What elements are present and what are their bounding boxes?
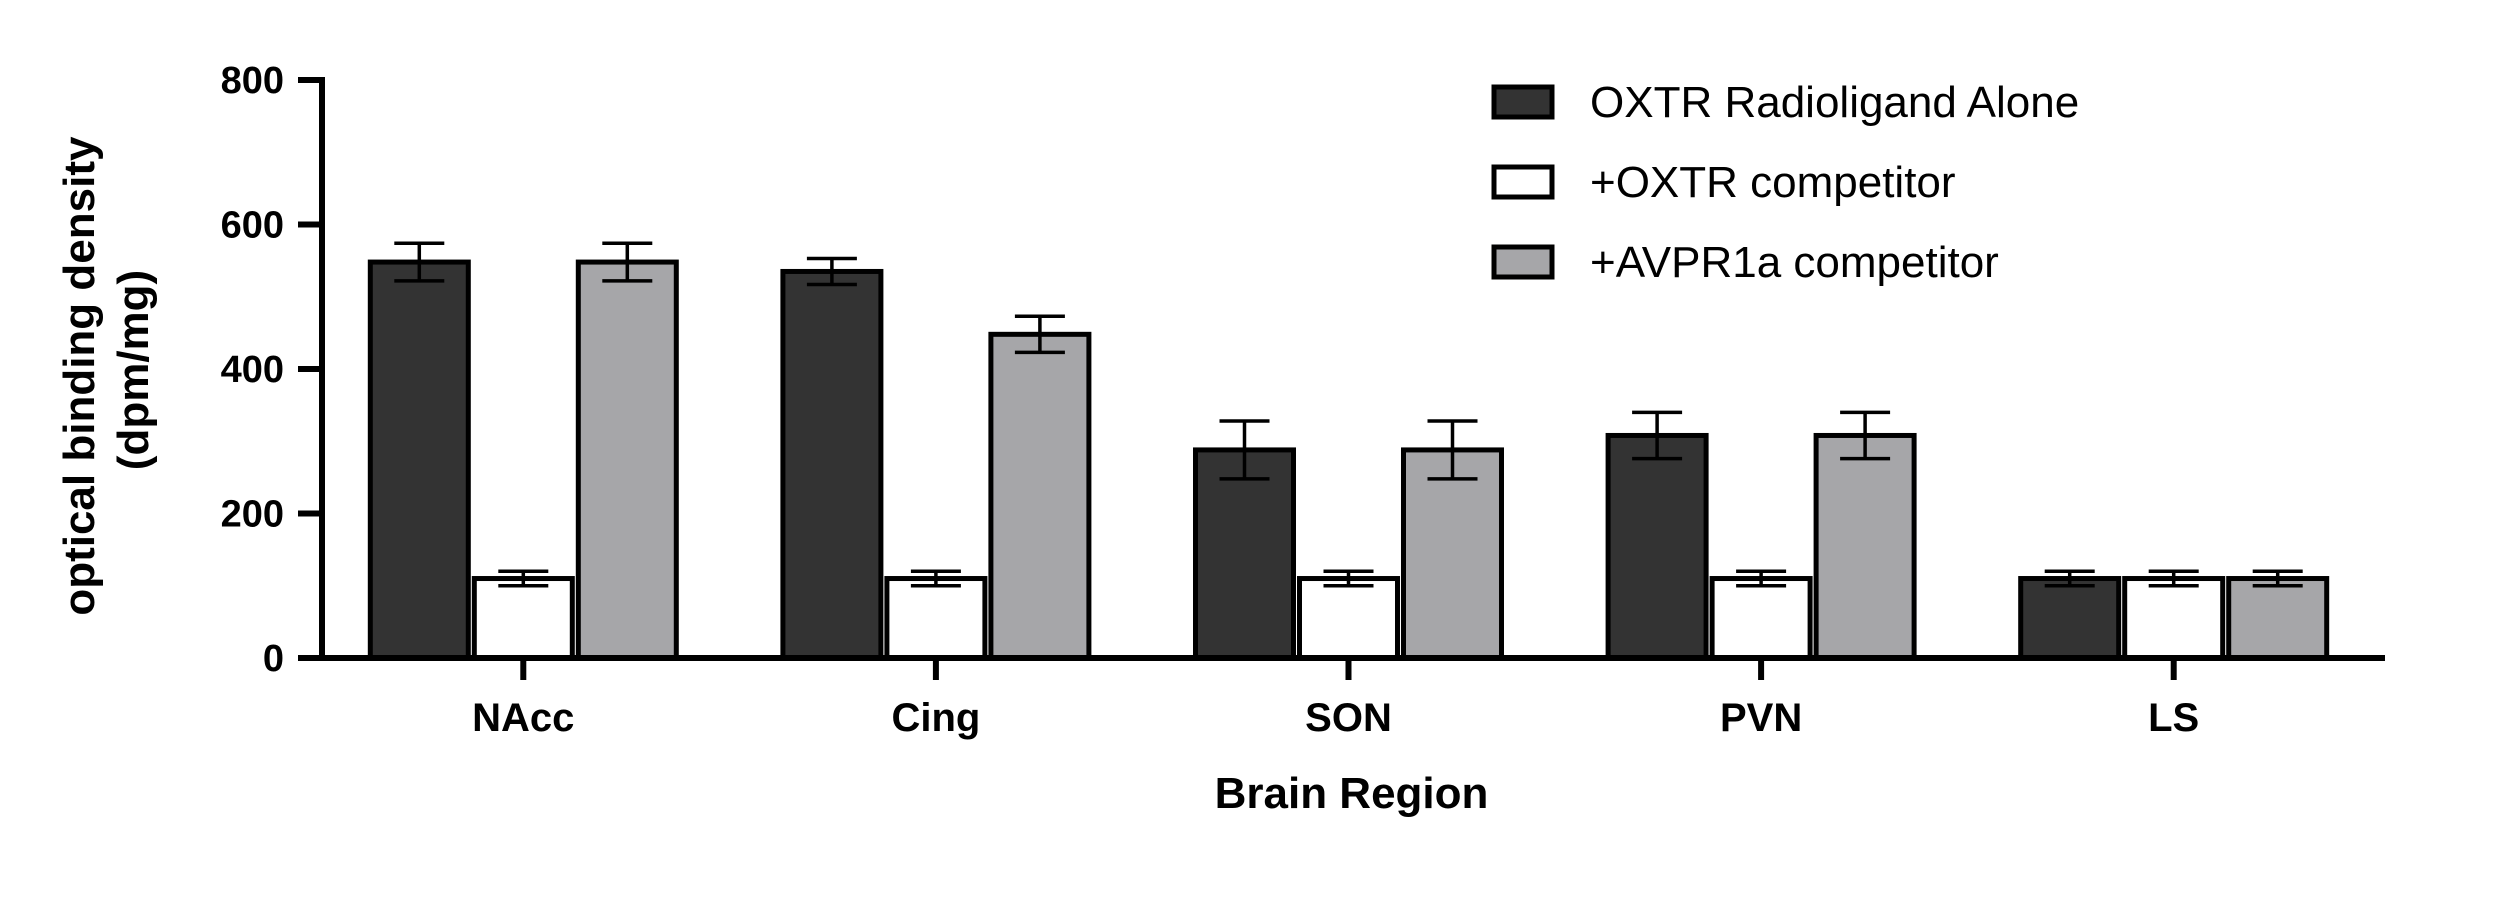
bars-layer bbox=[367, 259, 2330, 661]
bar-cing-series-1 bbox=[780, 268, 884, 661]
x-axis-title: Brain Region bbox=[1215, 769, 1489, 818]
x-tick-label: SON bbox=[1305, 696, 1392, 740]
y-axis-title-line-1: optical binding density bbox=[55, 136, 104, 616]
bar-pvn-series-3 bbox=[1813, 432, 1917, 661]
bar-pvn-series-2 bbox=[1709, 576, 1813, 661]
y-tick-label: 0 bbox=[263, 638, 284, 680]
x-ticks: NAcc Cing SON PVN LS bbox=[472, 658, 2199, 740]
y-ticks: 0 200 400 600 800 bbox=[221, 60, 322, 680]
bar-cing-series-2 bbox=[884, 576, 988, 661]
bar-nacc-series-2 bbox=[471, 576, 575, 661]
legend-swatch-3 bbox=[1491, 244, 1555, 280]
bar-nacc-series-1 bbox=[367, 259, 471, 661]
bar-ls-series-1 bbox=[2018, 576, 2122, 661]
y-tick-label: 800 bbox=[221, 60, 284, 102]
legend-swatch-1 bbox=[1491, 84, 1555, 120]
legend-label-2: +OXTR competitor bbox=[1590, 158, 1956, 207]
bar-nacc-series-3 bbox=[575, 259, 679, 661]
bar-son-series-2 bbox=[1297, 576, 1400, 661]
x-tick-label: Cing bbox=[891, 696, 980, 740]
x-tick-label: LS bbox=[2148, 696, 2199, 740]
legend-swatch-2 bbox=[1491, 164, 1555, 200]
bar-pvn-series-1 bbox=[1605, 432, 1709, 661]
x-tick-label: PVN bbox=[1720, 696, 1802, 740]
bar-ls-series-3 bbox=[2226, 576, 2330, 661]
bar-ls-series-2 bbox=[2122, 576, 2226, 661]
y-tick-label: 200 bbox=[221, 494, 284, 536]
error-bars-layer bbox=[394, 241, 2303, 588]
y-tick-label: 400 bbox=[221, 349, 284, 391]
legend-label-3: +AVPR1a competitor bbox=[1590, 238, 1999, 287]
bar-son-series-1 bbox=[1193, 447, 1296, 661]
bar-cing-series-3 bbox=[988, 331, 1092, 661]
y-axis-title-line-2: (dpm/mg) bbox=[109, 270, 158, 470]
y-tick-label: 600 bbox=[221, 205, 284, 247]
bar-son-series-3 bbox=[1401, 447, 1504, 661]
x-tick-label: NAcc bbox=[472, 696, 574, 740]
y-axis-title: optical binding density (dpm/mg) bbox=[55, 124, 158, 615]
legend: OXTR Radioligand Alone +OXTR competitor +A… bbox=[1491, 78, 2079, 287]
legend-label-1: OXTR Radioligand Alone bbox=[1590, 78, 2079, 127]
